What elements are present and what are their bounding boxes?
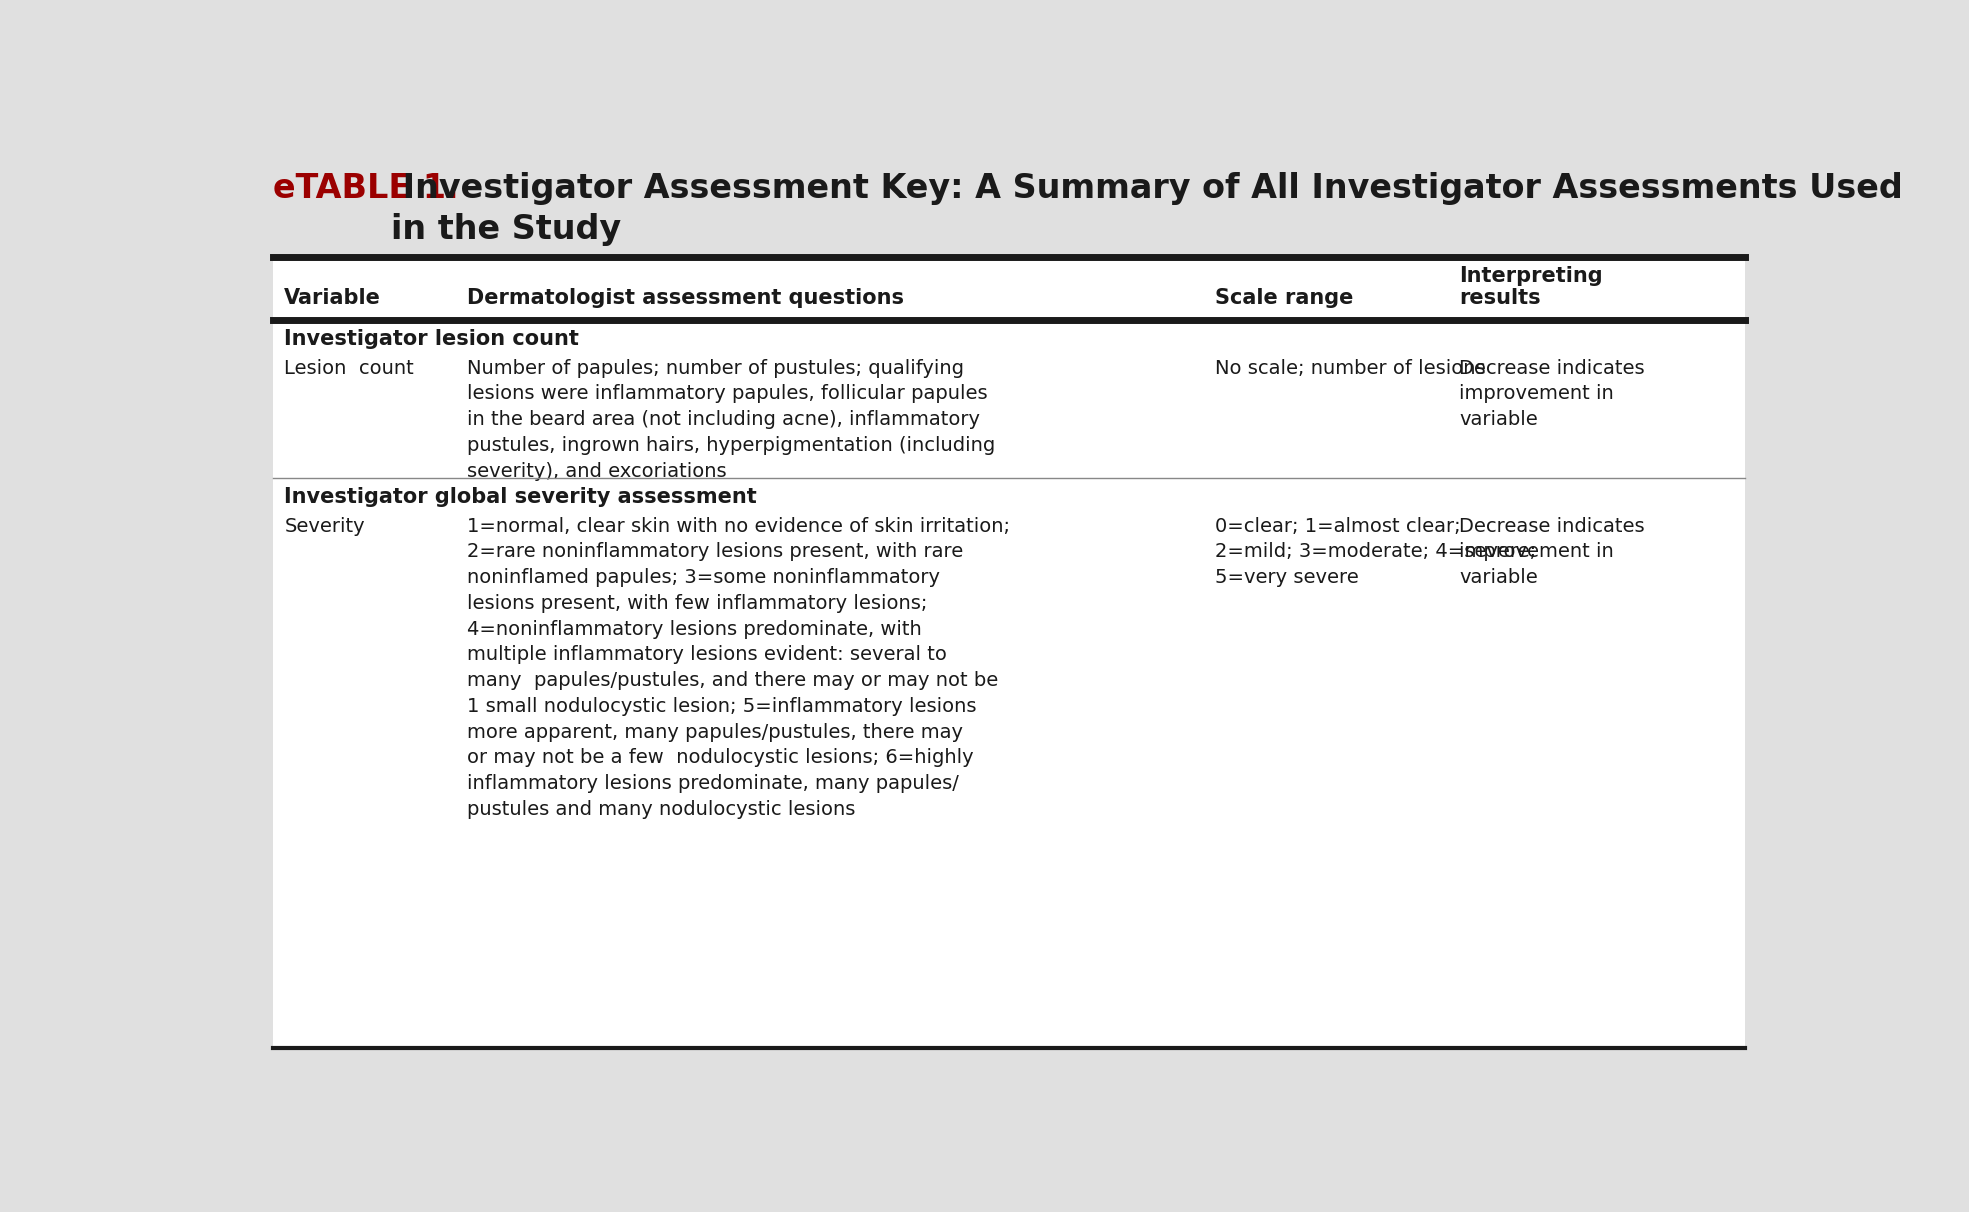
Text: Severity: Severity	[284, 516, 364, 536]
Text: No scale; number of lesions: No scale; number of lesions	[1215, 359, 1487, 378]
Text: Scale range: Scale range	[1215, 288, 1353, 308]
Text: results: results	[1459, 288, 1542, 308]
Text: 1=normal, clear skin with no evidence of skin irritation;
2=rare noninflammatory: 1=normal, clear skin with no evidence of…	[467, 516, 1010, 819]
Text: Investigator global severity assessment: Investigator global severity assessment	[284, 487, 756, 508]
Text: Variable: Variable	[284, 288, 382, 308]
Text: Investigator Assessment Key: A Summary of All Investigator Assessments Used
in t: Investigator Assessment Key: A Summary o…	[392, 172, 1902, 246]
Text: eTABLE 1.: eTABLE 1.	[274, 172, 459, 205]
Text: 0=clear; 1=almost clear;
2=mild; 3=moderate; 4=severe;
5=very severe: 0=clear; 1=almost clear; 2=mild; 3=moder…	[1215, 516, 1536, 587]
Text: Lesion  count: Lesion count	[284, 359, 413, 378]
Text: Interpreting: Interpreting	[1459, 267, 1603, 286]
Text: Investigator lesion count: Investigator lesion count	[284, 330, 579, 349]
Text: Number of papules; number of pustules; qualifying
lesions were inflammatory papu: Number of papules; number of pustules; q…	[467, 359, 996, 481]
Text: Decrease indicates
improvement in
variable: Decrease indicates improvement in variab…	[1459, 359, 1644, 429]
Text: Decrease indicates
improvement in
variable: Decrease indicates improvement in variab…	[1459, 516, 1644, 587]
Bar	[274, 257, 1745, 1048]
Text: Dermatologist assessment questions: Dermatologist assessment questions	[467, 288, 904, 308]
